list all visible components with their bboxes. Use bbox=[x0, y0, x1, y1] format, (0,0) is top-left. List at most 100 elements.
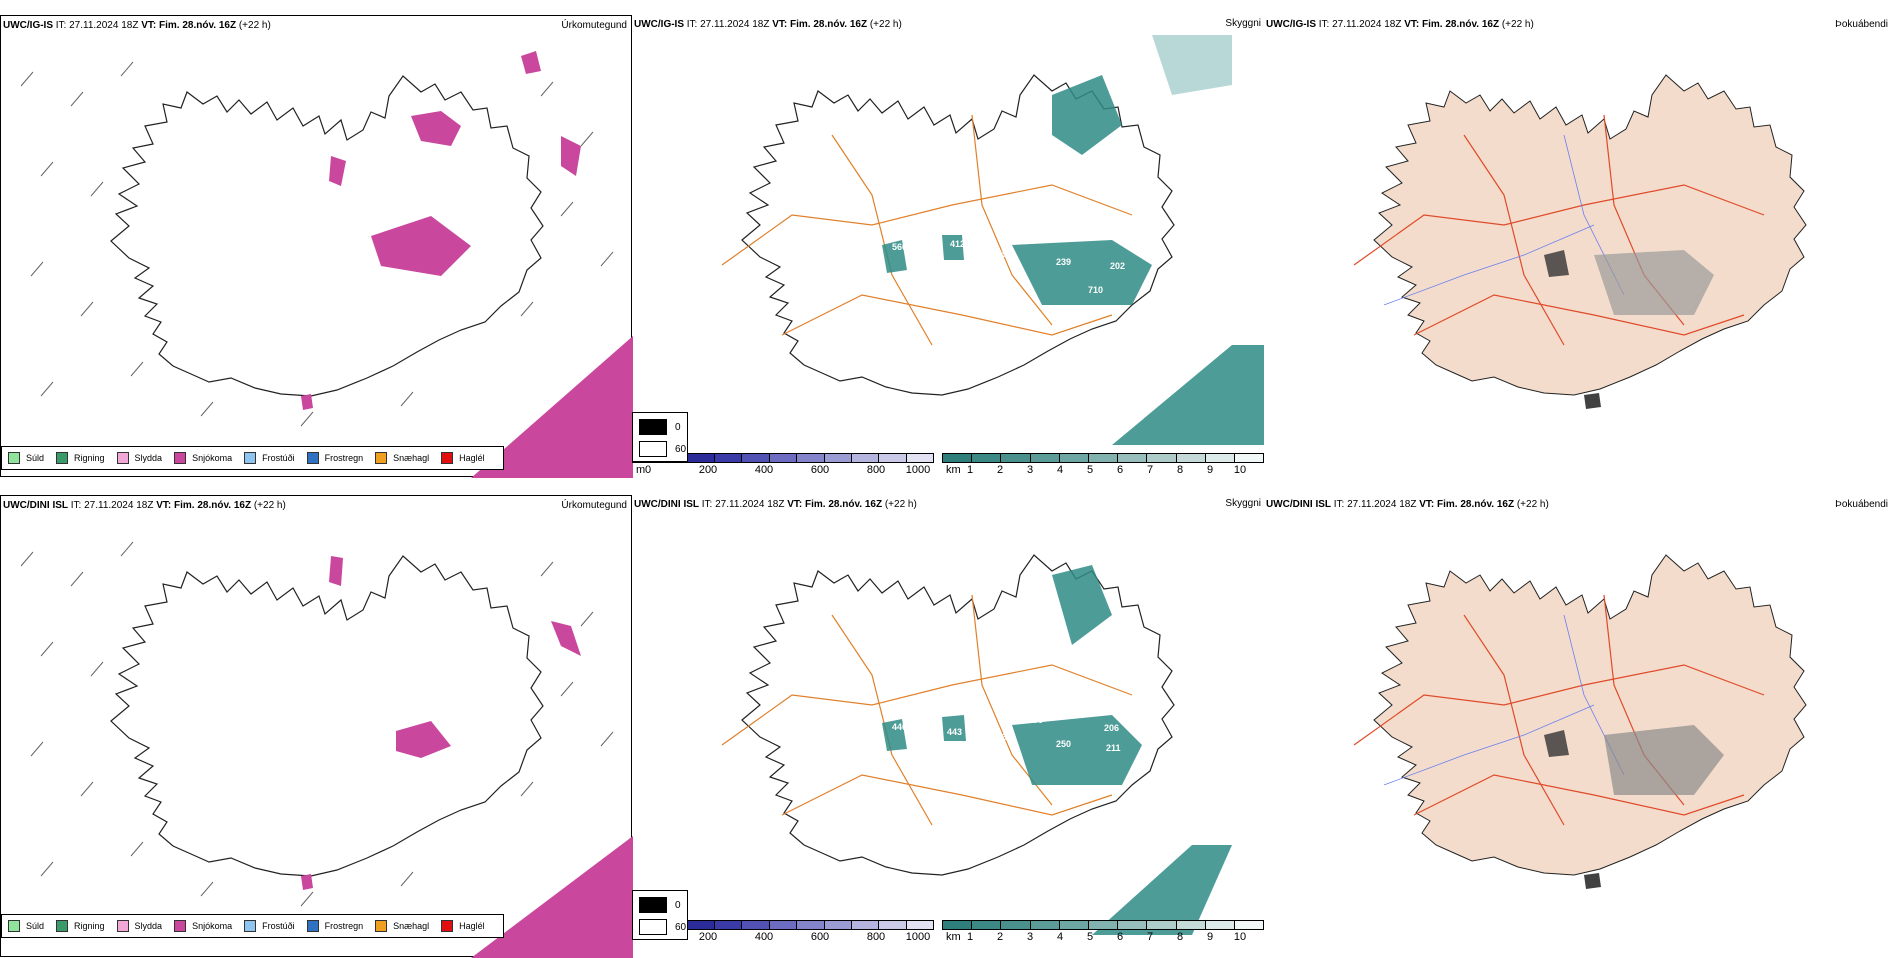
visibility-map: 440 443 433 290 206 250 211 15 bbox=[721, 554, 1232, 935]
fog-index-panel-row1: UWC/IG-IS IT: 27.11.2024 18Z VT: Fim. 28… bbox=[1264, 15, 1896, 477]
cloud-base-label: 259 bbox=[992, 249, 1007, 259]
colorbar-tick: 2 bbox=[996, 931, 1004, 943]
colorbar-tick: 5 bbox=[1086, 931, 1094, 943]
colorbar-tick: 10 bbox=[1233, 931, 1247, 943]
panel-kind-label: Skyggni bbox=[1225, 498, 1261, 509]
colorbar-tick: 1 bbox=[966, 464, 974, 476]
legend-item-rain: Rigning bbox=[56, 452, 105, 464]
legend-item-hail: Haglél bbox=[441, 920, 485, 932]
panel-title: UWC/DINI ISL IT: 27.11.2024 18Z VT: Fim.… bbox=[3, 500, 286, 511]
panel-title: UWC/DINI ISL IT: 27.11.2024 18Z VT: Fim.… bbox=[634, 499, 917, 510]
cloud-base-labels: 560 412 259 239 202 710 75 bbox=[892, 239, 1125, 389]
fog-shading bbox=[1544, 725, 1724, 889]
visibility-panel-row2: 440 443 433 290 206 250 211 15 UWC/DINI … bbox=[632, 495, 1264, 957]
legend-item-freezing-rain: Frostregn bbox=[306, 920, 363, 932]
panel-title: UWC/IG-IS IT: 27.11.2024 18Z VT: Fim. 28… bbox=[3, 20, 271, 31]
precip-type-panel-row2: UWC/DINI ISL IT: 27.11.2024 18Z VT: Fim.… bbox=[0, 495, 633, 958]
legend-item-rain: Rigning bbox=[56, 920, 105, 932]
visibility-colorbar: km 1 2 3 4 5 6 7 8 9 10 bbox=[942, 920, 1264, 948]
cloud-base-label: 211 bbox=[1106, 743, 1121, 753]
colorbar-tick: 800 bbox=[866, 931, 886, 943]
colorbar-tick: 5 bbox=[1086, 464, 1094, 476]
panel-kind-label: Þokuábendi bbox=[1835, 19, 1888, 30]
cloud-base-label: 443 bbox=[947, 727, 962, 737]
colorbar-tick: 8 bbox=[1176, 931, 1184, 943]
colorbar-tick: 10 bbox=[1233, 464, 1247, 476]
colorbar-tick: 9 bbox=[1206, 464, 1214, 476]
colorbar-tick: 4 bbox=[1056, 931, 1064, 943]
colorbar-tick: 9 bbox=[1206, 931, 1214, 943]
panel-title: UWC/DINI ISL IT: 27.11.2024 18Z VT: Fim.… bbox=[1266, 499, 1549, 510]
legend-item-hail: Haglél bbox=[441, 452, 485, 464]
panel-title: UWC/IG-IS IT: 27.11.2024 18Z VT: Fim. 28… bbox=[634, 19, 902, 30]
panel-title: UWC/IG-IS IT: 27.11.2024 18Z VT: Fim. 28… bbox=[1266, 19, 1534, 30]
legend-item-snow: Snjókoma bbox=[174, 452, 232, 464]
cloud-base-label: 290 bbox=[1028, 715, 1043, 725]
colorbar-tick: 4 bbox=[1056, 464, 1064, 476]
cloud-base-labels: 440 443 433 290 206 250 211 15 bbox=[892, 715, 1121, 869]
fog-legend-row1: 0 60 bbox=[632, 412, 688, 462]
colorbar-swatches bbox=[942, 920, 1264, 930]
road-network bbox=[1353, 114, 1765, 346]
legend-item-sleet: Slydda bbox=[116, 452, 162, 464]
legend-item-freezing-drizzle: Frostúði bbox=[244, 452, 295, 464]
visibility-colorbar: km 1 2 3 4 5 6 7 8 9 10 bbox=[942, 453, 1264, 481]
cloud-base-label: 75 bbox=[934, 379, 944, 389]
legend-item-drizzle: Súld bbox=[8, 920, 44, 932]
colorbar-tick: 7 bbox=[1146, 464, 1154, 476]
cloud-base-label: 250 bbox=[1056, 739, 1071, 749]
cloud-base-label: 206 bbox=[1104, 723, 1119, 733]
road-network bbox=[1353, 594, 1765, 826]
panel-kind-label: Úrkomutegund bbox=[561, 20, 627, 31]
precip-type-panel-row1: UWC/IG-IS IT: 27.11.2024 18Z VT: Fim. 28… bbox=[0, 15, 633, 478]
cloud-base-label: 202 bbox=[1110, 261, 1125, 271]
legend-item-snow: Snjókoma bbox=[174, 920, 232, 932]
precip-type-map bbox=[20, 541, 633, 958]
panel-kind-label: Skyggni bbox=[1225, 18, 1261, 29]
colorbar-tick: 200 bbox=[698, 931, 718, 943]
legend-item-freezing-drizzle: Frostúði bbox=[244, 920, 295, 932]
cloud-base-label: 412 bbox=[950, 239, 965, 249]
visibility-panel-row1: 560 412 259 239 202 710 75 UWC/IG-IS IT:… bbox=[632, 15, 1264, 477]
cloud-base-label: 440 bbox=[892, 722, 907, 732]
cloud-base-label: 433 bbox=[992, 732, 1007, 742]
colorbar-tick: 3 bbox=[1026, 931, 1034, 943]
legend-item-freezing-rain: Frostregn bbox=[306, 452, 363, 464]
fog-index-map bbox=[1353, 554, 1807, 889]
colorbar-tick: 1 bbox=[966, 931, 974, 943]
colorbar-tick: 8 bbox=[1176, 464, 1184, 476]
colorbar-tick: 1000 bbox=[905, 464, 931, 476]
colorbar-tick: 400 bbox=[754, 931, 774, 943]
cloud-base-label: 15 bbox=[934, 859, 944, 869]
fog-shading bbox=[1544, 250, 1714, 409]
panel-kind-label: Þokuábendi bbox=[1835, 499, 1888, 510]
colorbar-tick: 2 bbox=[996, 464, 1004, 476]
fog-legend-item: 0 bbox=[639, 419, 687, 435]
fog-index-map bbox=[1353, 74, 1807, 409]
colorbar-tick: 600 bbox=[810, 464, 830, 476]
precip-legend: Súld Rigning Slydda Snjókoma Frostúði Fr… bbox=[1, 914, 504, 938]
cloud-base-label: 560 bbox=[892, 242, 907, 252]
colorbar-tick: 7 bbox=[1146, 931, 1154, 943]
colorbar-tick: 6 bbox=[1116, 464, 1124, 476]
cloud-base-label: 710 bbox=[1088, 285, 1103, 295]
fog-legend-item: 60 bbox=[639, 919, 687, 935]
panel-kind-label: Úrkomutegund bbox=[561, 500, 627, 511]
visibility-map: 560 412 259 239 202 710 75 bbox=[721, 35, 1264, 445]
legend-item-drizzle: Súld bbox=[8, 452, 44, 464]
colorbar-tick: 3 bbox=[1026, 464, 1034, 476]
fog-legend-row2: 0 60 bbox=[632, 890, 688, 940]
colorbar-tick: 0 bbox=[644, 464, 652, 476]
colorbar-tick: 1000 bbox=[905, 931, 931, 943]
snow-areas bbox=[301, 556, 633, 958]
colorbar-tick: 800 bbox=[866, 464, 886, 476]
low-cloud-areas bbox=[882, 565, 1232, 935]
legend-item-snow-grains: Snæhagl bbox=[375, 920, 429, 932]
colorbar-tick: 200 bbox=[698, 464, 718, 476]
fog-index-panel-row2: UWC/DINI ISL IT: 27.11.2024 18Z VT: Fim.… bbox=[1264, 495, 1896, 957]
colorbar-swatches bbox=[942, 453, 1264, 463]
colorbar-tick: 6 bbox=[1116, 931, 1124, 943]
legend-item-sleet: Slydda bbox=[116, 920, 162, 932]
fog-legend-item: 0 bbox=[639, 897, 687, 913]
fog-legend-item: 60 bbox=[639, 441, 687, 457]
